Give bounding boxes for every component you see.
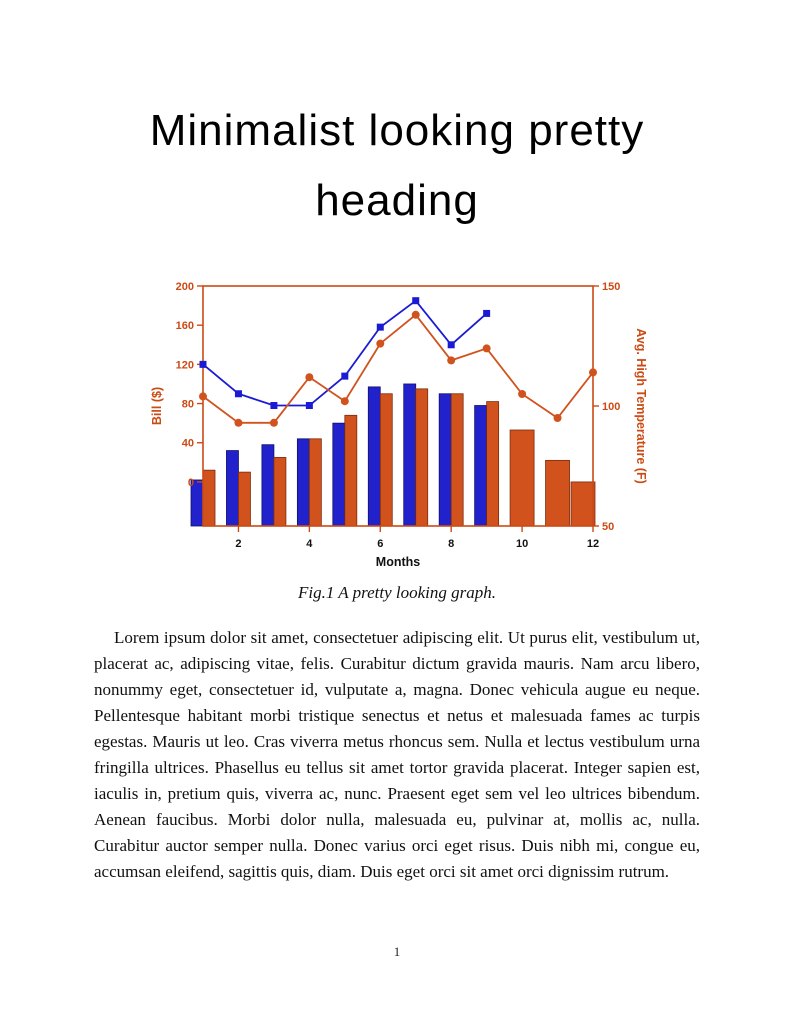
right-axis: 50 100 150 [592, 281, 620, 533]
svg-text:12: 12 [586, 538, 598, 550]
chart: 0 40 80 120 160 200 50 100 150 2 4 6 8 10 12 Bill ($) Av… [145, 276, 650, 581]
svg-text:200: 200 [175, 281, 193, 293]
svg-text:8: 8 [448, 538, 454, 550]
svg-text:4: 4 [306, 538, 313, 550]
svg-text:40: 40 [181, 438, 193, 450]
page-title: Minimalist looking pretty heading [149, 106, 645, 225]
bars-layer [190, 383, 595, 527]
svg-text:160: 160 [175, 320, 193, 332]
figure: 0 40 80 120 160 200 50 100 150 2 4 6 8 10 12 Bill ($) Av… [0, 276, 794, 603]
left-axis-title: Bill ($) [150, 387, 164, 425]
svg-text:0: 0 [187, 477, 193, 489]
svg-text:2: 2 [235, 538, 241, 550]
svg-text:150: 150 [602, 281, 620, 293]
figure-caption: Fig.1 A pretty looking graph. [297, 583, 496, 602]
svg-text:50: 50 [602, 521, 614, 533]
body-paragraph: Lorem ipsum dolor sit amet, consectetuer… [94, 628, 700, 881]
svg-text:10: 10 [515, 538, 527, 550]
chart-svg: 0 40 80 120 160 200 50 100 150 2 4 6 8 10 12 Bill ($) Av… [150, 281, 648, 569]
svg-text:120: 120 [175, 359, 193, 371]
svg-text:100: 100 [602, 401, 620, 413]
orange-line-layer [198, 310, 597, 427]
axes-box [201, 285, 594, 527]
left-axis: 0 40 80 120 160 200 [175, 281, 203, 489]
svg-text:80: 80 [181, 399, 193, 411]
x-axis-title: Months [375, 555, 419, 569]
blue-line-layer [199, 297, 490, 410]
svg-text:6: 6 [377, 538, 383, 550]
right-axis-title: Avg. High Temperature (F) [634, 328, 648, 484]
page-number: 1 [393, 944, 401, 959]
x-axis: 2 4 6 8 10 12 [235, 526, 599, 550]
